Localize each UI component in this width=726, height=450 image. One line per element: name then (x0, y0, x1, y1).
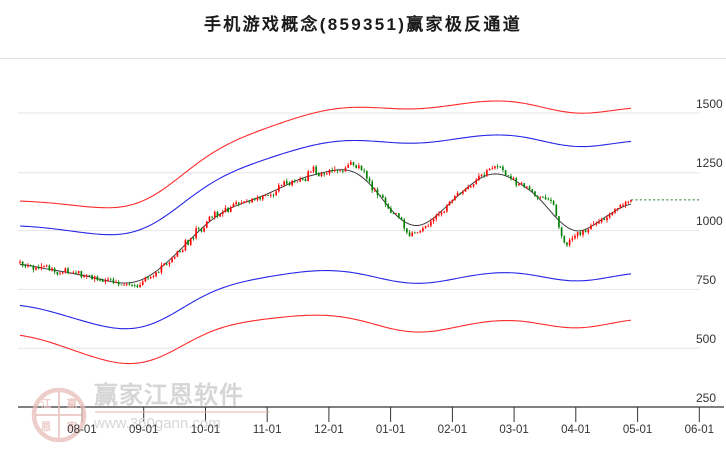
svg-text:江: 江 (41, 397, 52, 410)
svg-text:赢家江恩软件: 赢家江恩软件 (94, 381, 244, 409)
svg-text:恩: 恩 (41, 421, 52, 433)
svg-text:赢: 赢 (67, 397, 78, 410)
